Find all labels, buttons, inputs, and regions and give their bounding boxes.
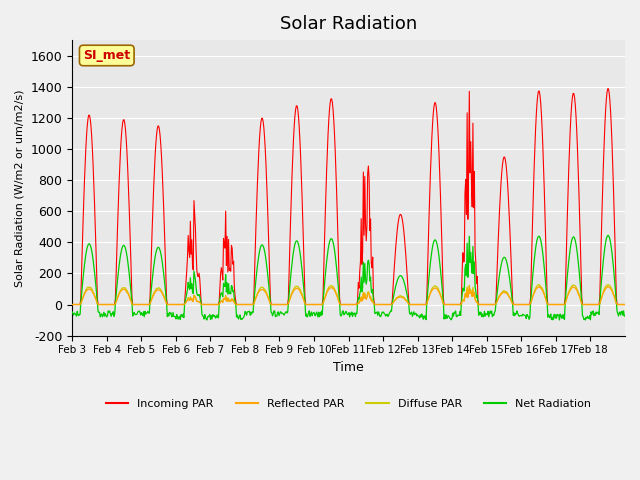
Legend: Incoming PAR, Reflected PAR, Diffuse PAR, Net Radiation: Incoming PAR, Reflected PAR, Diffuse PAR… (102, 395, 596, 413)
Y-axis label: Solar Radiation (W/m2 or um/m2/s): Solar Radiation (W/m2 or um/m2/s) (15, 89, 25, 287)
Title: Solar Radiation: Solar Radiation (280, 15, 417, 33)
Text: SI_met: SI_met (83, 49, 131, 62)
X-axis label: Time: Time (333, 361, 364, 374)
